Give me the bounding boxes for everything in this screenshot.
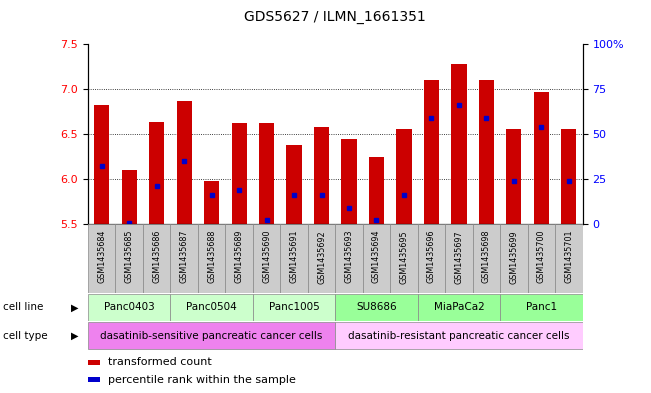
Bar xyxy=(115,224,143,293)
Bar xyxy=(253,294,335,321)
Bar xyxy=(451,64,467,224)
Text: transformed count: transformed count xyxy=(107,357,212,367)
Text: GSM1435698: GSM1435698 xyxy=(482,230,491,283)
Bar xyxy=(335,322,583,349)
Bar xyxy=(424,80,439,224)
Bar xyxy=(281,224,308,293)
Text: GSM1435687: GSM1435687 xyxy=(180,230,189,283)
Text: Panc0504: Panc0504 xyxy=(186,302,237,312)
Text: MiaPaCa2: MiaPaCa2 xyxy=(434,302,484,312)
Bar xyxy=(286,145,301,224)
Bar xyxy=(88,360,100,365)
Text: ▶: ▶ xyxy=(71,331,79,341)
Bar xyxy=(473,224,500,293)
Text: Panc1: Panc1 xyxy=(526,302,557,312)
Bar xyxy=(363,224,390,293)
Text: GSM1435684: GSM1435684 xyxy=(97,230,106,283)
Bar xyxy=(528,224,555,293)
Bar xyxy=(445,224,473,293)
Text: GSM1435694: GSM1435694 xyxy=(372,230,381,283)
Text: GSM1435685: GSM1435685 xyxy=(124,230,133,283)
Bar xyxy=(308,224,335,293)
Bar xyxy=(341,138,357,224)
Text: ▶: ▶ xyxy=(71,302,79,312)
Bar xyxy=(232,123,247,224)
Bar xyxy=(88,224,115,293)
Text: Panc0403: Panc0403 xyxy=(104,302,154,312)
Bar xyxy=(314,127,329,224)
Text: GSM1435696: GSM1435696 xyxy=(427,230,436,283)
Text: GDS5627 / ILMN_1661351: GDS5627 / ILMN_1661351 xyxy=(244,10,426,24)
Bar xyxy=(561,129,577,224)
Bar xyxy=(500,224,528,293)
Bar xyxy=(534,92,549,224)
Text: cell line: cell line xyxy=(3,302,44,312)
Text: GSM1435692: GSM1435692 xyxy=(317,230,326,283)
Text: Panc1005: Panc1005 xyxy=(269,302,320,312)
Text: GSM1435686: GSM1435686 xyxy=(152,230,161,283)
Bar xyxy=(176,101,191,224)
Bar xyxy=(198,224,225,293)
Bar xyxy=(418,224,445,293)
Text: dasatinib-sensitive pancreatic cancer cells: dasatinib-sensitive pancreatic cancer ce… xyxy=(100,331,323,341)
Text: GSM1435695: GSM1435695 xyxy=(400,230,408,283)
Bar xyxy=(171,224,198,293)
Bar xyxy=(418,294,500,321)
Bar xyxy=(506,129,521,224)
Text: cell type: cell type xyxy=(3,331,48,341)
Bar xyxy=(396,129,411,224)
Bar xyxy=(335,224,363,293)
Bar xyxy=(390,224,418,293)
Bar xyxy=(94,105,109,224)
Bar xyxy=(88,377,100,382)
Bar xyxy=(204,181,219,224)
Bar xyxy=(335,294,418,321)
Text: GSM1435691: GSM1435691 xyxy=(290,230,299,283)
Bar xyxy=(369,156,384,224)
Bar xyxy=(479,80,494,224)
Text: percentile rank within the sample: percentile rank within the sample xyxy=(107,375,296,385)
Text: GSM1435697: GSM1435697 xyxy=(454,230,464,283)
Text: GSM1435701: GSM1435701 xyxy=(564,230,574,283)
Bar xyxy=(171,294,253,321)
Text: GSM1435690: GSM1435690 xyxy=(262,230,271,283)
Text: SU8686: SU8686 xyxy=(356,302,397,312)
Bar xyxy=(122,170,137,224)
Text: GSM1435689: GSM1435689 xyxy=(234,230,243,283)
Bar xyxy=(225,224,253,293)
Text: GSM1435700: GSM1435700 xyxy=(537,230,546,283)
Bar xyxy=(259,123,274,224)
Bar xyxy=(253,224,281,293)
Bar xyxy=(500,294,583,321)
Text: GSM1435688: GSM1435688 xyxy=(207,230,216,283)
Text: GSM1435693: GSM1435693 xyxy=(344,230,353,283)
Bar xyxy=(149,122,164,224)
Bar xyxy=(555,224,583,293)
Bar xyxy=(88,294,171,321)
Text: GSM1435699: GSM1435699 xyxy=(510,230,518,283)
Text: dasatinib-resistant pancreatic cancer cells: dasatinib-resistant pancreatic cancer ce… xyxy=(348,331,570,341)
Bar xyxy=(88,322,335,349)
Bar xyxy=(143,224,171,293)
